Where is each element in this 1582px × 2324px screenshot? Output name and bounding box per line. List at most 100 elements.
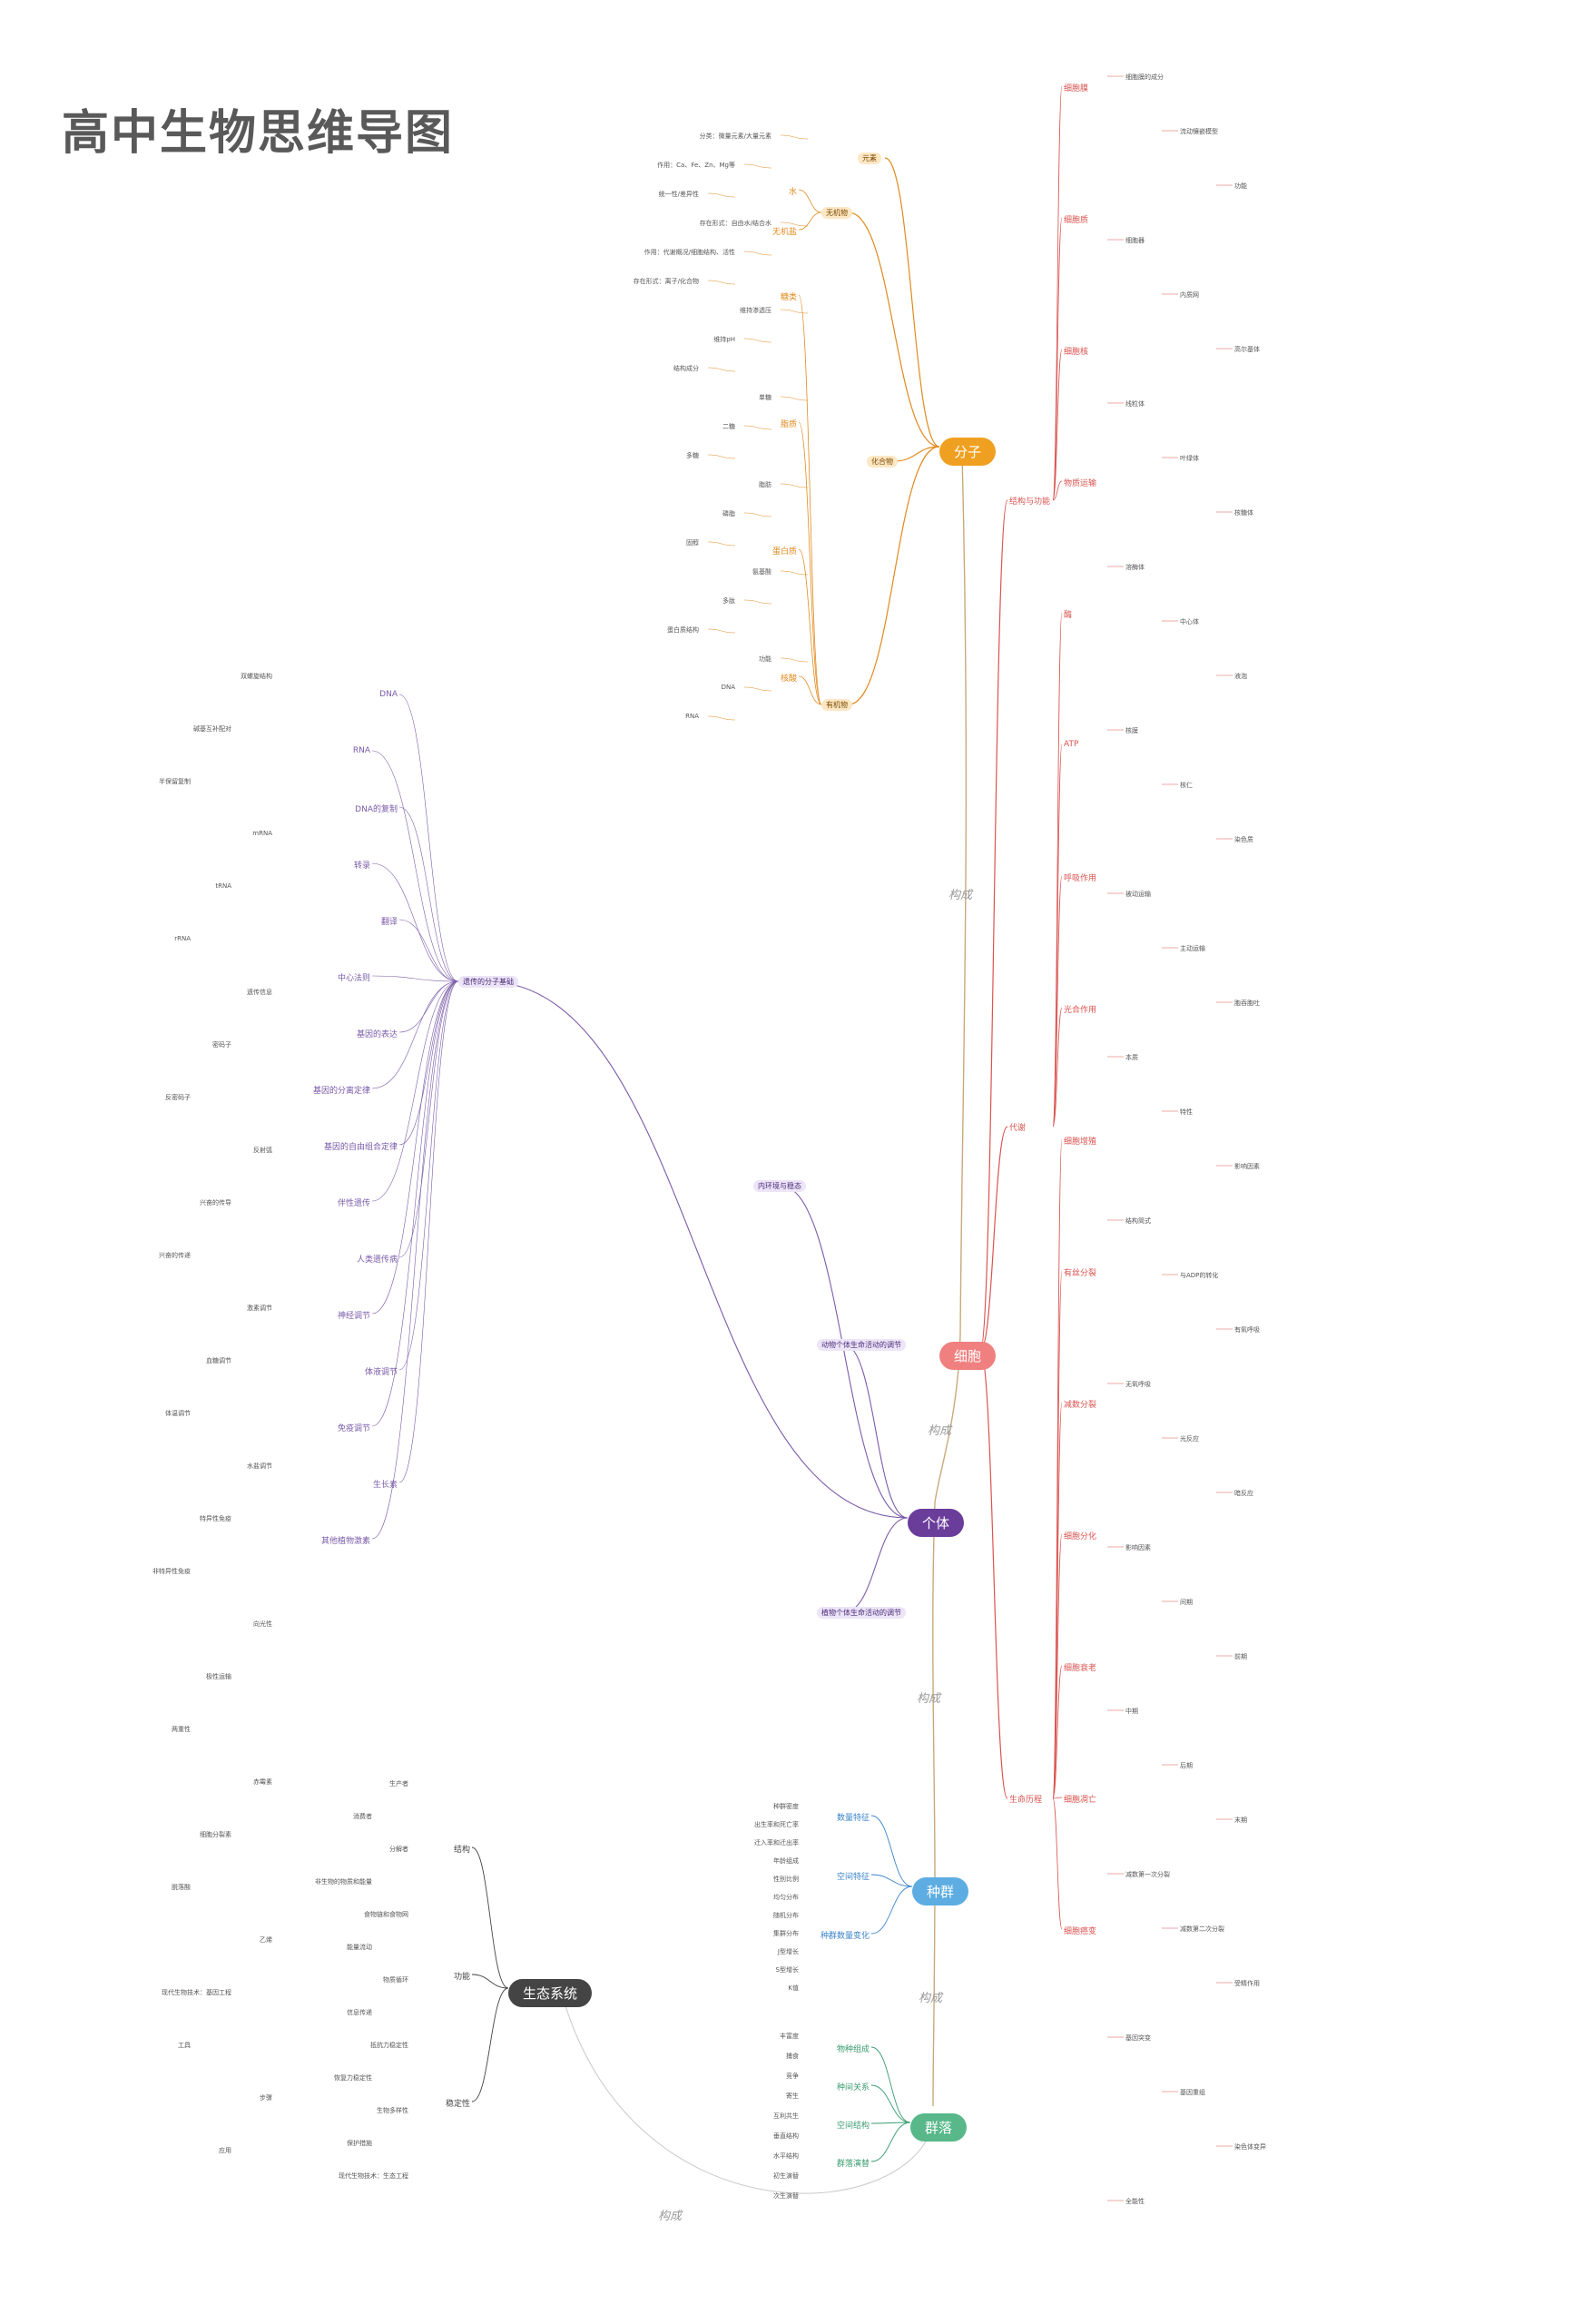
connector-line <box>843 1344 909 1519</box>
individual-detail: 体温调节 <box>165 1410 191 1417</box>
molecule-detail: 结构成分 <box>673 365 699 372</box>
ecosystem-detail: 信息传递 <box>347 2009 372 2016</box>
connector-line <box>870 2122 911 2124</box>
connector-line <box>979 1126 1008 1352</box>
ecosystem-sub: 结构 <box>453 1846 470 1855</box>
cell-detail: 细胞膜的成分 <box>1125 74 1164 81</box>
molecule-detail: 单糖 <box>759 394 771 401</box>
community-detail: 初生演替 <box>773 2172 799 2180</box>
molecule-detail: 蛋白质结构 <box>667 626 699 634</box>
hub-community[interactable]: 群落 <box>910 2113 968 2142</box>
connector-line <box>1052 217 1063 501</box>
hub-cell[interactable]: 细胞 <box>939 1342 997 1370</box>
hub-population[interactable]: 种群 <box>912 1877 969 1905</box>
connector-line <box>371 862 459 982</box>
individual-detail: 双螺旋结构 <box>241 673 272 680</box>
connector-line <box>743 425 772 430</box>
molecule-detail: DNA <box>721 684 735 691</box>
cell-detail: 中期 <box>1125 1708 1138 1715</box>
cell-detail: 核膜 <box>1125 727 1138 734</box>
population-detail: 迁入率和迁出率 <box>754 1839 799 1846</box>
individual-detail: 激素调节 <box>247 1305 272 1312</box>
cell-detail: 高尔基体 <box>1234 346 1260 353</box>
cell-detail: 与ADP的转化 <box>1180 1272 1219 1279</box>
cell-detail: 溶酶体 <box>1125 564 1145 571</box>
molecule-detail: 固醇 <box>686 539 699 547</box>
individual-detail: 半保留复制 <box>159 778 191 785</box>
population-sub: 空间特征 <box>836 1873 870 1882</box>
individual-sub: 伴性遗传 <box>337 1199 370 1208</box>
ecosystem-detail: 抵抗力稳定性 <box>370 2042 408 2049</box>
connector-line <box>743 251 772 256</box>
individual-detail: 密码子 <box>212 1041 231 1049</box>
individual-sub: 人类遗传病 <box>356 1256 398 1265</box>
individual-detail: 工具 <box>178 2042 191 2049</box>
cell-detail: 受精作用 <box>1234 1980 1260 1987</box>
connector-line <box>1052 85 1063 501</box>
individual-branch: 内环境与稳态 <box>753 1180 806 1192</box>
connector-line <box>398 806 459 982</box>
connector-line <box>843 1517 909 1613</box>
molecule-detail: 多肽 <box>722 597 735 605</box>
connector-line <box>798 421 822 705</box>
connector-line <box>870 2122 911 2162</box>
population-detail: 性别比例 <box>773 1876 799 1883</box>
individual-sub: 基因的分离定律 <box>312 1087 370 1096</box>
connector-line <box>707 280 736 285</box>
cell-detail: 内质网 <box>1180 291 1199 299</box>
connector-line <box>398 980 459 1146</box>
cell-sub: ATP <box>1064 740 1079 749</box>
cell-sub: 细胞癌变 <box>1064 1927 1097 1936</box>
connector-line <box>798 294 822 705</box>
molecule-detail: 功能 <box>759 655 771 663</box>
individual-sub: DNA的复制 <box>355 805 398 814</box>
molecule-branch: 无机物 <box>821 207 852 219</box>
population-sub: 数量特征 <box>836 1814 870 1823</box>
ecosystem-detail: 生产者 <box>389 1780 408 1787</box>
hub-individual[interactable]: 个体 <box>908 1509 965 1537</box>
community-detail: 互利共生 <box>773 2112 799 2120</box>
cell-detail: 减数第一次分裂 <box>1125 1871 1170 1878</box>
connector-line <box>798 189 822 213</box>
individual-detail: 现代生物技术：基因工程 <box>162 1989 231 1996</box>
community-sub: 空间结构 <box>836 2122 870 2131</box>
cell-sub: 细胞增殖 <box>1064 1137 1097 1147</box>
cell-sub: 减数分裂 <box>1064 1401 1097 1410</box>
link-label: 构成 <box>658 2210 683 2223</box>
cell-sub: 有丝分裂 <box>1064 1269 1097 1278</box>
cell-detail: 后期 <box>1180 1762 1193 1769</box>
connector-line <box>371 750 459 982</box>
cell-branch: 生命历程 <box>1009 1796 1043 1805</box>
individual-sub: 中心法则 <box>337 974 370 983</box>
connector-line <box>848 212 940 448</box>
hub-ecosystem[interactable]: 生态系统 <box>508 1979 593 2007</box>
link-label: 构成 <box>917 1692 941 1706</box>
individual-sub: 其他植物激素 <box>320 1537 370 1546</box>
connector-line <box>780 483 809 488</box>
connector-line <box>932 453 968 2107</box>
molecule-detail: 维持渗透压 <box>740 307 771 314</box>
ecosystem-detail: 食物链和食物网 <box>364 1911 408 1918</box>
cell-sub: 光合作用 <box>1064 1006 1097 1015</box>
molecule-detail: 磷脂 <box>722 510 735 517</box>
individual-detail: 乙烯 <box>260 1936 272 1944</box>
cell-sub: 细胞膜 <box>1064 84 1089 94</box>
ecosystem-detail: 生物多样性 <box>377 2107 408 2114</box>
individual-sub: RNA <box>352 746 370 755</box>
community-detail: 次生演替 <box>773 2192 799 2200</box>
hub-molecule[interactable]: 分子 <box>939 438 997 466</box>
individual-detail: tRNA <box>215 882 231 890</box>
connector-line <box>780 657 809 663</box>
connector-line <box>371 980 459 1540</box>
population-detail: 年龄组成 <box>773 1857 799 1865</box>
ecosystem-detail: 消费者 <box>353 1813 372 1820</box>
link-label: 构成 <box>948 889 973 902</box>
cell-sub: 细胞核 <box>1064 348 1089 357</box>
ecosystem-detail: 恢复力稳定性 <box>334 2074 372 2082</box>
individual-sub: 转录 <box>353 862 370 871</box>
cell-detail: 基因重组 <box>1180 2089 1205 2096</box>
cell-detail: 减数第二次分裂 <box>1180 1925 1224 1933</box>
connector-line <box>893 446 940 462</box>
connector-line <box>870 1874 913 1887</box>
individual-detail: 兴奋的传导 <box>200 1199 231 1206</box>
